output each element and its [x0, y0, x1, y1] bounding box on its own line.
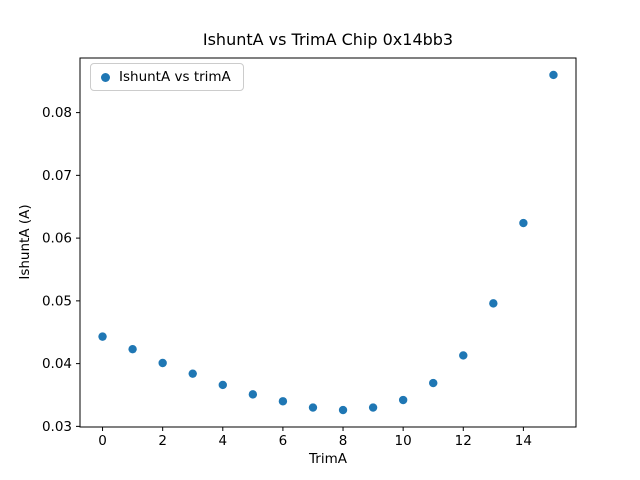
- data-point: [489, 299, 498, 308]
- data-point: [128, 344, 137, 354]
- data-point: [248, 390, 258, 399]
- y-tick-label: 0.08: [42, 105, 72, 121]
- chart-title: IshuntA vs TrimA Chip 0x14bb3: [202, 30, 454, 49]
- data-point: [368, 403, 378, 412]
- data-point: [308, 403, 318, 412]
- data-point: [158, 358, 167, 368]
- y-tick-label: 0.07: [42, 168, 72, 184]
- data-point: [188, 369, 197, 378]
- y-tick-label: 0.05: [42, 293, 72, 309]
- x-tick-label: 14: [515, 433, 532, 449]
- legend-label: IshuntA vs trimA: [119, 69, 231, 85]
- data-point: [218, 380, 227, 390]
- y-tick-label: 0.04: [42, 356, 72, 372]
- data-point: [338, 405, 348, 415]
- axes-frame: [79, 57, 577, 428]
- data-point: [549, 70, 558, 80]
- data-point: [398, 395, 408, 405]
- data-point: [429, 378, 438, 388]
- data-point: [519, 218, 528, 228]
- x-tick-label: 10: [395, 433, 412, 449]
- y-tick-label: 0.06: [42, 231, 72, 247]
- x-tick-label: 12: [455, 433, 472, 449]
- x-tick-label: 2: [158, 433, 167, 449]
- x-tick-label: 8: [339, 433, 348, 449]
- legend: IshuntA vs trimA: [90, 63, 244, 91]
- y-axis-label: IshuntA (A): [17, 204, 33, 280]
- x-tick-label: 6: [279, 433, 288, 449]
- x-tick-label: 4: [218, 433, 227, 449]
- data-point: [98, 332, 107, 341]
- x-tick-label: 0: [98, 433, 107, 449]
- y-tick-label: 0.03: [42, 419, 72, 435]
- data-point: [459, 351, 468, 360]
- x-axis-label: TrimA: [309, 451, 347, 467]
- legend-marker-icon: [101, 72, 110, 82]
- data-point: [278, 397, 288, 406]
